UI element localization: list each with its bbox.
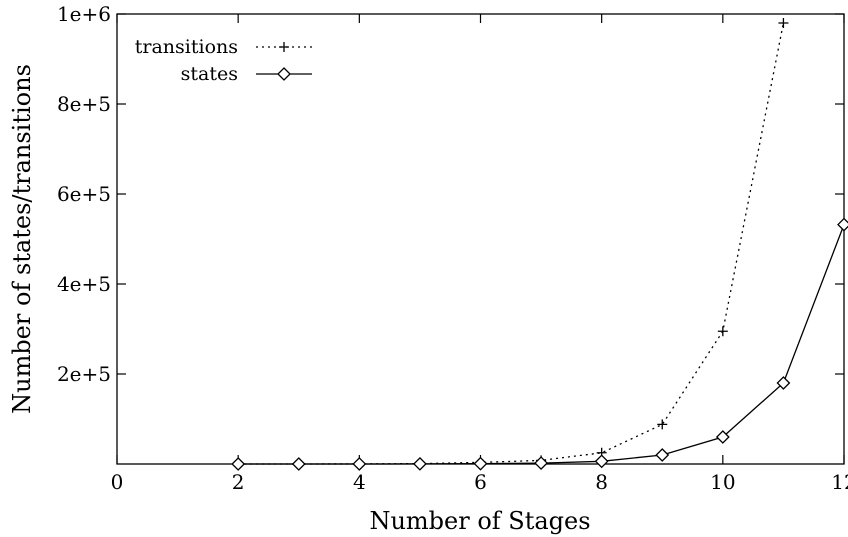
data-point-states xyxy=(412,456,427,471)
x-tick-label: 4 xyxy=(353,470,366,494)
data-point-states xyxy=(594,454,609,469)
data-point-states xyxy=(776,376,791,390)
data-point-states xyxy=(837,217,848,232)
data-point-states xyxy=(534,456,549,471)
legend-label-transitions: transitions xyxy=(135,36,238,58)
series-line-transitions xyxy=(238,22,785,465)
series-line-states xyxy=(238,224,845,465)
data-point-states xyxy=(231,457,246,471)
data-point-states xyxy=(291,457,306,471)
legend-label-states: states xyxy=(181,63,238,85)
data-point-states xyxy=(473,456,488,471)
legend-marker-transitions xyxy=(279,42,289,52)
x-tick-label: 10 xyxy=(710,470,735,494)
data-point-transitions xyxy=(778,18,789,28)
x-tick-label: 2 xyxy=(232,470,245,494)
legend: transitions states xyxy=(135,36,312,85)
y-tick-label: 8e+5 xyxy=(57,92,111,116)
y-axis: 2e+5 4e+5 6e+5 8e+5 1e+6 xyxy=(57,2,844,386)
y-tick-label: 4e+5 xyxy=(57,272,111,296)
x-tick-label: 12 xyxy=(831,470,848,494)
x-axis-title: Number of Stages xyxy=(369,507,590,535)
y-tick-label: 1e+6 xyxy=(57,2,111,26)
data-point-transitions xyxy=(717,326,728,337)
series-layer xyxy=(231,18,848,471)
y-axis-title: Number of states/transitions xyxy=(8,64,36,414)
series-states xyxy=(231,217,848,471)
legend-marker-states xyxy=(277,67,291,81)
x-axis: 0 2 4 6 8 10 12 xyxy=(111,14,848,494)
x-tick-label: 0 xyxy=(111,470,124,494)
data-point-states xyxy=(352,457,367,471)
data-point-states xyxy=(715,430,730,444)
x-tick-label: 8 xyxy=(595,470,608,494)
series-transitions xyxy=(233,18,789,469)
data-point-states xyxy=(655,448,670,462)
x-tick-label: 6 xyxy=(474,470,487,494)
y-tick-label: 2e+5 xyxy=(57,362,111,386)
data-point-transitions xyxy=(657,419,668,430)
y-tick-label: 6e+5 xyxy=(57,182,111,206)
